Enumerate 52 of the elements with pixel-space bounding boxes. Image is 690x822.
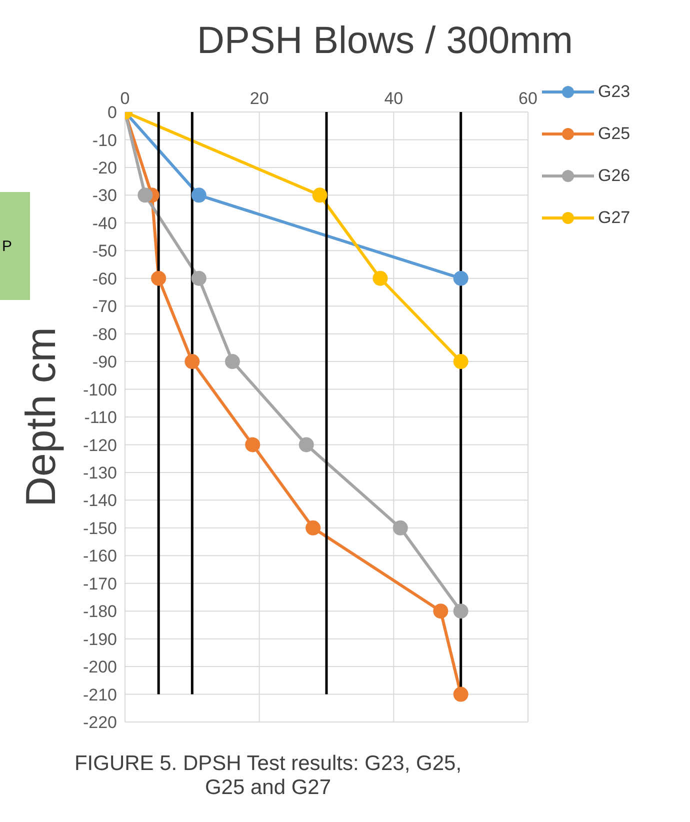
y-tick-label: -90	[92, 352, 117, 372]
x-tick-label: 40	[384, 89, 404, 108]
legend-label: G23	[598, 82, 630, 102]
y-tick-label: -140	[82, 491, 117, 510]
x-tick-label: 20	[250, 89, 269, 108]
x-tick-label: 60	[518, 89, 538, 108]
page-tab: P	[0, 192, 30, 300]
point	[191, 188, 206, 203]
y-tick-label: -50	[92, 242, 117, 261]
y-tick-label: -40	[92, 214, 117, 233]
y-tick-label: -70	[92, 297, 117, 316]
y-tick-label: -210	[82, 685, 117, 704]
y-tick-label: -170	[82, 574, 117, 594]
y-tick-label: -120	[82, 436, 117, 455]
y-tick-label: -160	[82, 546, 117, 566]
y-tick-label: -80	[92, 324, 117, 344]
y-tick-label: -60	[92, 269, 117, 288]
y-tick-label: -10	[92, 130, 117, 150]
y-tick-label: -200	[82, 658, 117, 677]
y-tick-label: -20	[92, 158, 117, 178]
point	[191, 270, 206, 286]
point	[453, 686, 468, 702]
y-tick-label: -130	[82, 463, 117, 482]
y-tick-label: 0	[108, 103, 117, 122]
y-tick-label: -150	[82, 518, 117, 538]
point	[184, 354, 200, 370]
point	[433, 604, 448, 619]
y-tick-label: -30	[92, 186, 117, 206]
y-tick-label: -110	[84, 408, 117, 428]
y-axis-title: Depth cm	[16, 327, 64, 507]
legend-label: G27	[598, 208, 630, 228]
point	[453, 270, 468, 286]
y-tick-label: -100	[82, 380, 117, 400]
x-tick-label: 0	[120, 89, 130, 108]
point	[453, 604, 468, 619]
point	[392, 520, 408, 536]
point	[372, 270, 388, 286]
point	[306, 520, 321, 536]
y-tick-label: -190	[82, 630, 117, 649]
point	[224, 354, 240, 370]
caption: FIGURE 5. DPSH Test results: G23, G25, G25 and G27	[73, 752, 463, 800]
point	[151, 270, 166, 286]
point	[453, 354, 468, 370]
point	[298, 437, 314, 452]
y-tick-label: -220	[82, 713, 117, 732]
legend-label: G25	[598, 124, 630, 144]
y-tick-label: -180	[82, 602, 117, 622]
chart-title: DPSH Blows / 300mm	[196, 20, 574, 64]
legend-label: G26	[598, 166, 630, 186]
point	[138, 188, 153, 203]
point	[245, 437, 260, 452]
point	[312, 188, 328, 203]
